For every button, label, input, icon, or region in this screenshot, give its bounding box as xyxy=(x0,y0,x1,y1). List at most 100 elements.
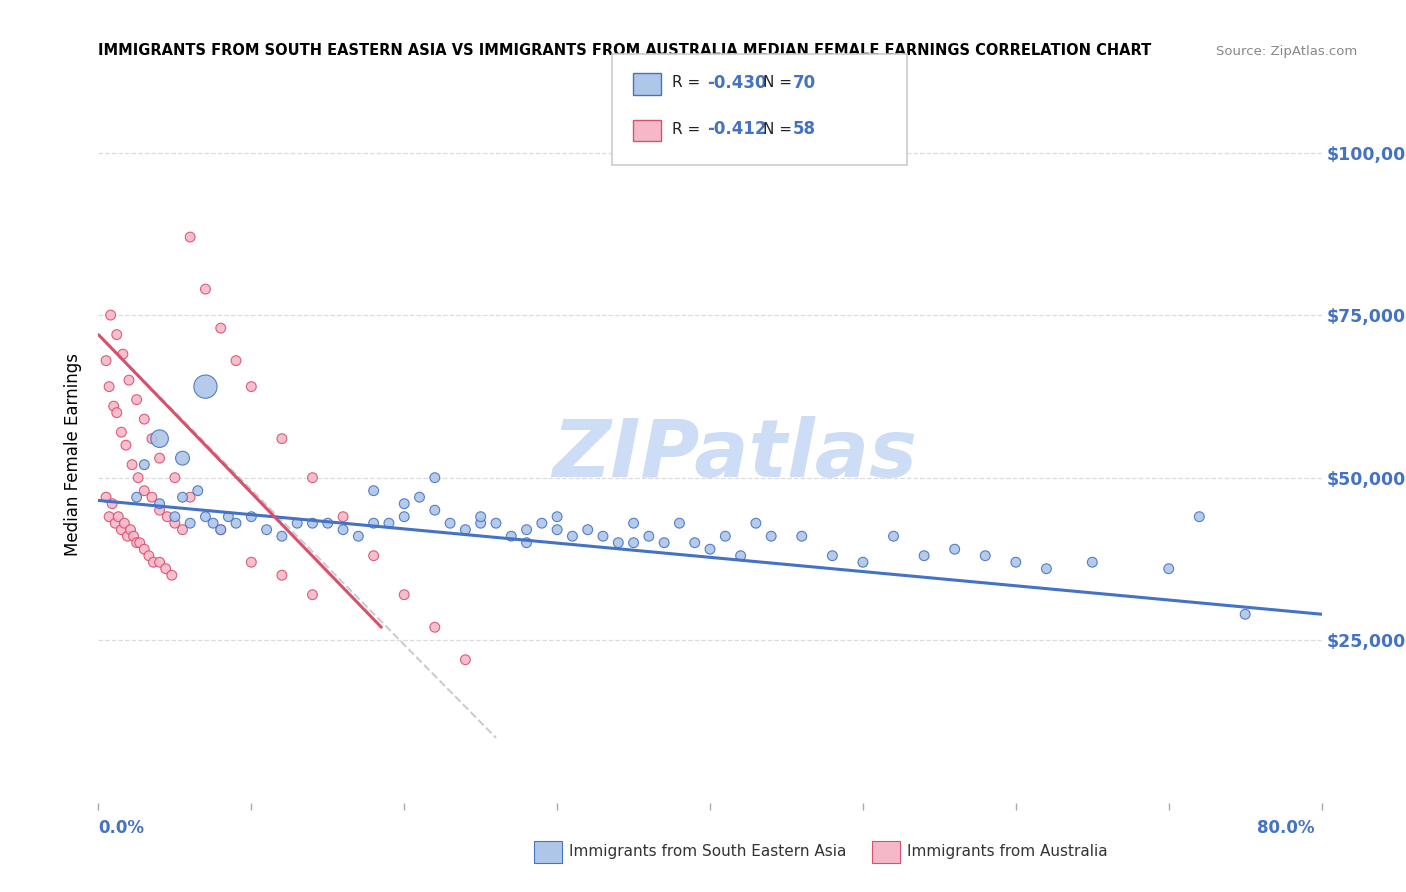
Point xyxy=(202,516,225,531)
Point xyxy=(128,535,150,549)
Point xyxy=(115,438,138,452)
Point xyxy=(347,529,370,543)
Text: Source: ZipAtlas.com: Source: ZipAtlas.com xyxy=(1216,45,1357,58)
Point xyxy=(103,399,125,413)
Point xyxy=(121,458,143,472)
Point xyxy=(107,509,129,524)
Text: N =: N = xyxy=(763,76,797,90)
Text: N =: N = xyxy=(763,122,797,136)
Point xyxy=(172,523,194,537)
Point xyxy=(285,516,308,531)
Point xyxy=(141,432,163,446)
Point xyxy=(392,509,416,524)
Point xyxy=(316,516,339,531)
Point xyxy=(623,535,645,549)
Point xyxy=(699,542,721,557)
Point xyxy=(217,509,239,524)
Point xyxy=(225,516,247,531)
Point xyxy=(392,588,416,602)
Text: -0.412: -0.412 xyxy=(707,120,766,138)
Point xyxy=(172,490,194,504)
Point xyxy=(745,516,768,531)
Point xyxy=(194,282,217,296)
Point xyxy=(125,490,148,504)
Point xyxy=(194,379,217,393)
Point xyxy=(127,471,149,485)
Point xyxy=(301,471,323,485)
Text: 58: 58 xyxy=(793,120,815,138)
Point xyxy=(117,529,139,543)
Text: R =: R = xyxy=(672,122,706,136)
Point xyxy=(730,549,752,563)
Text: R =: R = xyxy=(672,76,706,90)
Point xyxy=(607,535,630,549)
Point xyxy=(270,529,292,543)
Point xyxy=(759,529,782,543)
Point xyxy=(149,503,172,517)
Point xyxy=(240,555,263,569)
Point xyxy=(134,483,156,498)
Point xyxy=(637,529,661,543)
Text: 80.0%: 80.0% xyxy=(1257,819,1315,837)
Point xyxy=(110,523,132,537)
Point xyxy=(256,523,278,537)
Point xyxy=(100,308,122,322)
Point xyxy=(94,490,117,504)
Point xyxy=(270,568,292,582)
Point xyxy=(516,523,538,537)
Text: -0.430: -0.430 xyxy=(707,74,766,92)
Point xyxy=(149,451,172,466)
Point xyxy=(363,549,385,563)
Point xyxy=(101,497,124,511)
Point xyxy=(561,529,583,543)
Point xyxy=(546,523,568,537)
Point xyxy=(209,523,232,537)
Point xyxy=(423,620,446,634)
Point xyxy=(179,230,201,244)
Point xyxy=(141,490,163,504)
Point xyxy=(118,373,141,387)
Y-axis label: Median Female Earnings: Median Female Earnings xyxy=(65,353,83,557)
Point xyxy=(683,535,706,549)
Point xyxy=(454,523,477,537)
Point xyxy=(209,321,232,335)
Point xyxy=(122,529,145,543)
Point xyxy=(623,516,645,531)
Point xyxy=(501,529,523,543)
Point xyxy=(156,509,179,524)
Point xyxy=(270,432,292,446)
Text: IMMIGRANTS FROM SOUTH EASTERN ASIA VS IMMIGRANTS FROM AUSTRALIA MEDIAN FEMALE EA: IMMIGRANTS FROM SOUTH EASTERN ASIA VS IM… xyxy=(98,43,1152,58)
Point xyxy=(149,555,172,569)
Point xyxy=(94,353,117,368)
Point xyxy=(134,542,156,557)
Point xyxy=(179,516,201,531)
Point xyxy=(332,509,354,524)
Point xyxy=(98,509,121,524)
Point xyxy=(163,471,186,485)
Text: ZIPatlas: ZIPatlas xyxy=(553,416,917,494)
Point xyxy=(714,529,737,543)
Point xyxy=(943,542,966,557)
Point xyxy=(160,568,183,582)
Point xyxy=(142,555,165,569)
Text: 0.0%: 0.0% xyxy=(98,819,145,837)
Point xyxy=(332,523,354,537)
Point xyxy=(454,653,477,667)
Point xyxy=(821,549,844,563)
Point xyxy=(163,516,186,531)
Point xyxy=(470,516,492,531)
Point xyxy=(125,392,148,407)
Point xyxy=(546,509,568,524)
Point xyxy=(240,379,263,393)
Point xyxy=(98,379,121,393)
Point xyxy=(516,535,538,549)
Point xyxy=(1234,607,1257,622)
Point xyxy=(149,432,172,446)
Point xyxy=(209,523,232,537)
Point xyxy=(852,555,875,569)
Point xyxy=(163,509,186,524)
Point xyxy=(112,516,135,531)
Point xyxy=(111,347,134,361)
Point xyxy=(423,471,446,485)
Point xyxy=(1035,562,1057,576)
